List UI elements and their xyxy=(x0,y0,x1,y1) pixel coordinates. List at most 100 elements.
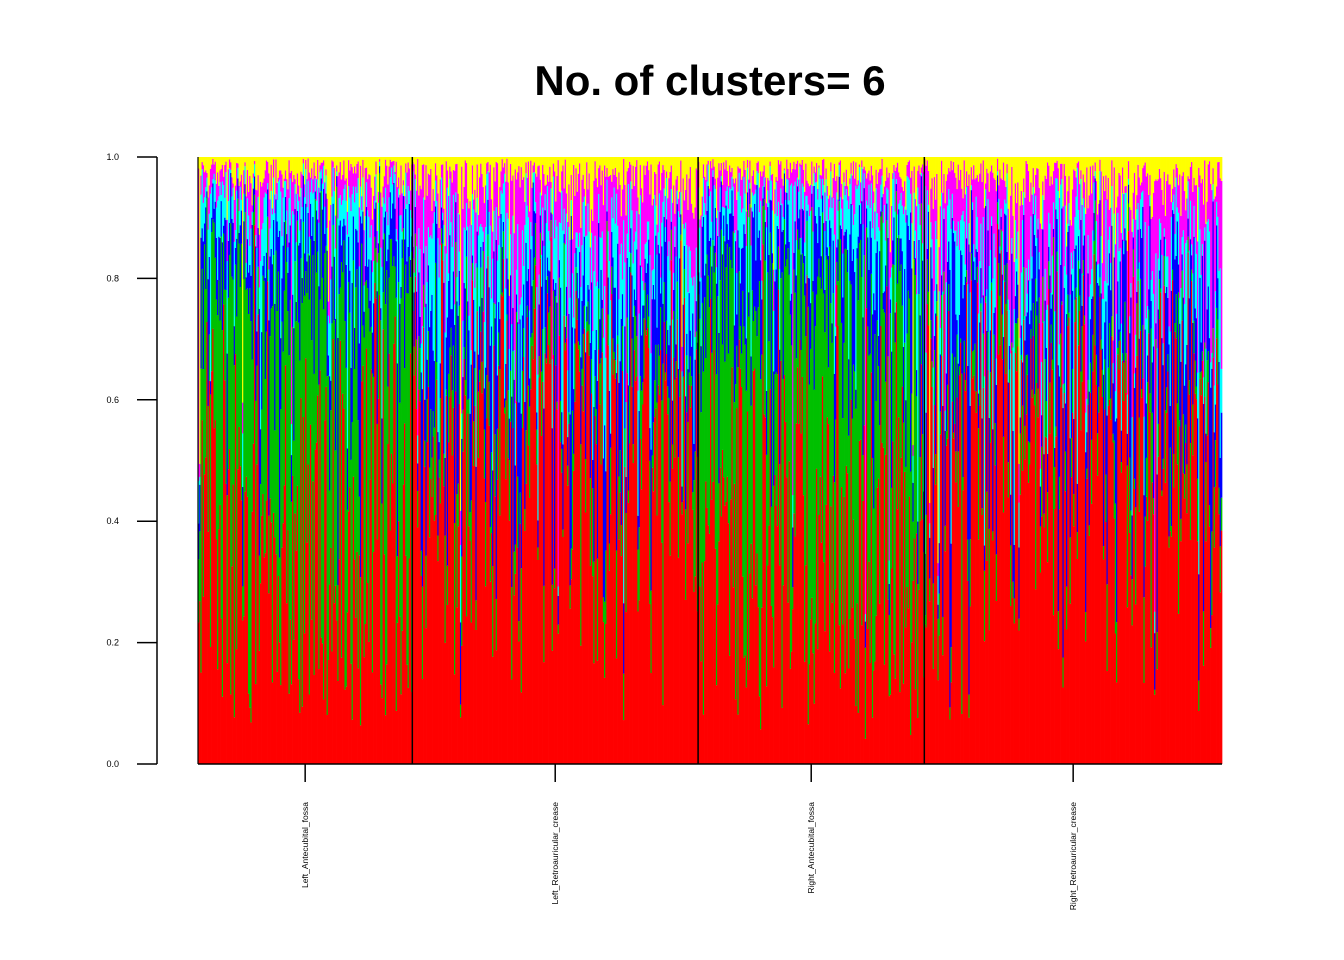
bar-segment xyxy=(214,157,217,162)
bar-segment xyxy=(199,157,201,464)
bar-segment xyxy=(1121,193,1124,240)
bar-segment xyxy=(543,173,545,246)
bar-segment xyxy=(213,164,216,174)
bar-segment xyxy=(275,159,277,194)
bar-segment xyxy=(371,272,374,333)
bar-segment xyxy=(1095,354,1098,386)
bar-segment xyxy=(371,219,374,273)
bar-segment xyxy=(1123,362,1125,401)
bar-segment xyxy=(245,476,248,764)
bar-segment xyxy=(807,183,810,205)
bar-segment xyxy=(631,386,633,764)
bar-segment xyxy=(1185,157,1187,211)
bar-segment xyxy=(1144,162,1147,223)
bar-segment xyxy=(837,199,839,211)
bar-segment xyxy=(819,157,822,175)
bar-segment xyxy=(760,260,762,380)
bar-segment xyxy=(568,184,570,227)
bar-segment xyxy=(915,157,918,207)
bar-segment xyxy=(1041,415,1043,447)
bar-segment xyxy=(773,667,775,764)
bar-segment xyxy=(693,591,695,764)
bar-segment xyxy=(930,247,932,321)
bar-segment xyxy=(618,172,620,300)
bar-segment xyxy=(988,528,991,631)
bar-segment xyxy=(359,577,362,726)
bar-segment xyxy=(1063,393,1066,764)
bar-segment xyxy=(815,162,818,182)
bar-segment xyxy=(602,205,605,338)
bar-segment xyxy=(935,199,937,222)
bar-segment xyxy=(621,189,624,280)
bar-segment xyxy=(1029,442,1031,465)
bar-segment xyxy=(700,215,703,278)
bar-segment xyxy=(899,157,901,177)
bar-segment xyxy=(807,204,810,278)
bar-segment xyxy=(942,616,944,656)
bar-segment xyxy=(375,161,377,175)
bar-segment xyxy=(813,703,816,764)
bar-segment xyxy=(836,247,838,262)
bar-segment xyxy=(458,214,461,252)
bar-segment xyxy=(637,197,639,391)
bar-segment xyxy=(695,168,698,248)
bar-segment xyxy=(598,223,600,289)
bar-segment xyxy=(507,182,510,219)
bar-segment xyxy=(373,303,375,377)
bar-segment xyxy=(668,178,670,242)
bar-segment xyxy=(1052,202,1055,229)
bar-segment xyxy=(667,414,669,764)
bar-segment xyxy=(854,178,856,215)
bar-segment xyxy=(950,647,953,683)
bar-segment xyxy=(1144,157,1147,163)
bar-segment xyxy=(1116,682,1118,764)
bar-segment xyxy=(1161,490,1163,497)
bar-segment xyxy=(795,358,798,424)
bar-segment xyxy=(381,698,383,764)
bar-segment xyxy=(933,336,936,351)
bar-segment xyxy=(307,253,310,465)
bar-segment xyxy=(993,233,995,313)
bar-segment xyxy=(777,160,780,202)
bar-segment xyxy=(1081,381,1084,764)
bar-segment xyxy=(264,170,267,193)
bar-segment xyxy=(521,427,524,764)
bar-segment xyxy=(280,685,282,764)
bar-segment xyxy=(725,191,728,206)
bar-segment xyxy=(871,457,874,718)
bar-segment xyxy=(963,340,966,373)
bar-segment xyxy=(914,275,917,690)
bar-segment xyxy=(846,186,849,201)
bar-segment xyxy=(1064,451,1067,492)
bar-segment xyxy=(863,425,866,764)
bar-segment xyxy=(483,203,486,323)
bar-segment xyxy=(353,157,356,167)
bar-segment xyxy=(905,627,907,764)
bar-segment xyxy=(587,203,589,285)
bar-segment xyxy=(687,369,689,422)
bar-segment xyxy=(430,157,432,169)
bar-segment xyxy=(331,651,333,764)
bar-segment xyxy=(405,163,407,173)
bar-segment xyxy=(807,157,810,184)
bar-segment xyxy=(281,278,283,322)
bar-segment xyxy=(1098,203,1100,264)
bar-segment xyxy=(413,375,416,764)
bar-segment xyxy=(226,495,229,664)
bar-segment xyxy=(1124,192,1126,229)
bar-segment xyxy=(631,188,633,211)
bar-segment xyxy=(977,539,980,764)
bar-segment xyxy=(661,542,663,764)
bar-segment xyxy=(592,157,594,221)
bar-segment xyxy=(993,313,995,335)
bar-segment xyxy=(1080,430,1082,764)
bar-segment xyxy=(835,589,837,764)
bar-segment xyxy=(423,164,425,198)
bar-segment xyxy=(552,354,555,764)
bar-segment xyxy=(303,197,306,254)
bar-segment xyxy=(915,370,918,397)
bar-segment xyxy=(995,358,998,385)
bar-segment xyxy=(492,231,494,259)
bar-segment xyxy=(565,316,568,339)
bar-segment xyxy=(1118,157,1120,173)
